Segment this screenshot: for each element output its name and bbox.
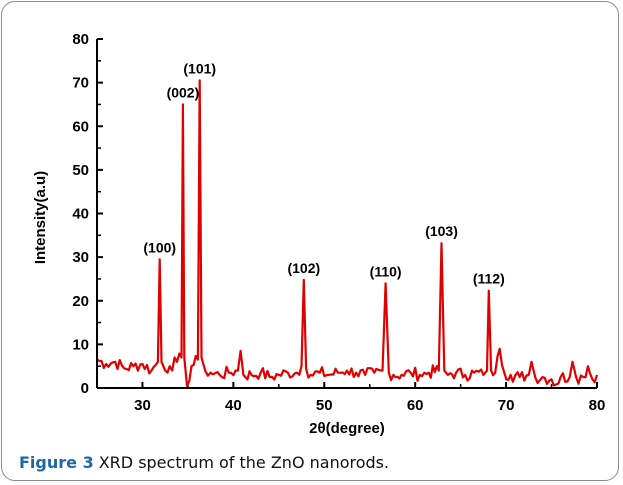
x-tick-label: 30 <box>134 397 151 414</box>
peak-label: (112) <box>473 271 505 287</box>
y-tick-label: 30 <box>72 249 89 266</box>
y-axis-ticks: 0 10 20 30 40 50 60 70 80 <box>72 31 103 397</box>
figure-caption-label: Figure 3 <box>19 453 94 472</box>
x-tick-label: 50 <box>316 397 333 414</box>
peak-label: (110) <box>370 263 402 279</box>
peak-label: (101) <box>183 60 216 76</box>
x-axis-ticks: 30 40 50 60 70 80 <box>96 382 606 414</box>
y-tick-label: 40 <box>72 206 89 223</box>
peak-label: (102) <box>287 260 320 276</box>
figure-caption: Figure 3 XRD spectrum of the ZnO nanorods… <box>19 453 389 472</box>
peak-labels: (100) (002) (101) (102) (110) (103) (112) <box>143 60 504 286</box>
y-tick-label: 0 <box>81 380 89 397</box>
y-tick-label: 50 <box>72 162 89 179</box>
xrd-series-line <box>96 79 599 387</box>
y-tick-label: 80 <box>72 31 89 48</box>
x-axis-title: 2θ(degree) <box>309 420 385 437</box>
y-axis-title: Intensity(a.u) <box>32 171 49 264</box>
figure-caption-text: XRD spectrum of the ZnO nanorods. <box>98 453 390 472</box>
y-tick-label: 70 <box>72 75 89 92</box>
x-tick-label: 60 <box>407 397 424 414</box>
peak-label: (100) <box>143 239 176 255</box>
y-tick-label: 10 <box>72 336 89 353</box>
y-tick-label: 60 <box>72 118 89 135</box>
peak-label: (103) <box>425 223 458 239</box>
peak-label: (002) <box>167 84 200 100</box>
x-tick-label: 40 <box>225 397 242 414</box>
x-tick-label: 80 <box>589 397 606 414</box>
x-tick-label: 70 <box>498 397 515 414</box>
y-tick-label: 20 <box>72 293 89 310</box>
